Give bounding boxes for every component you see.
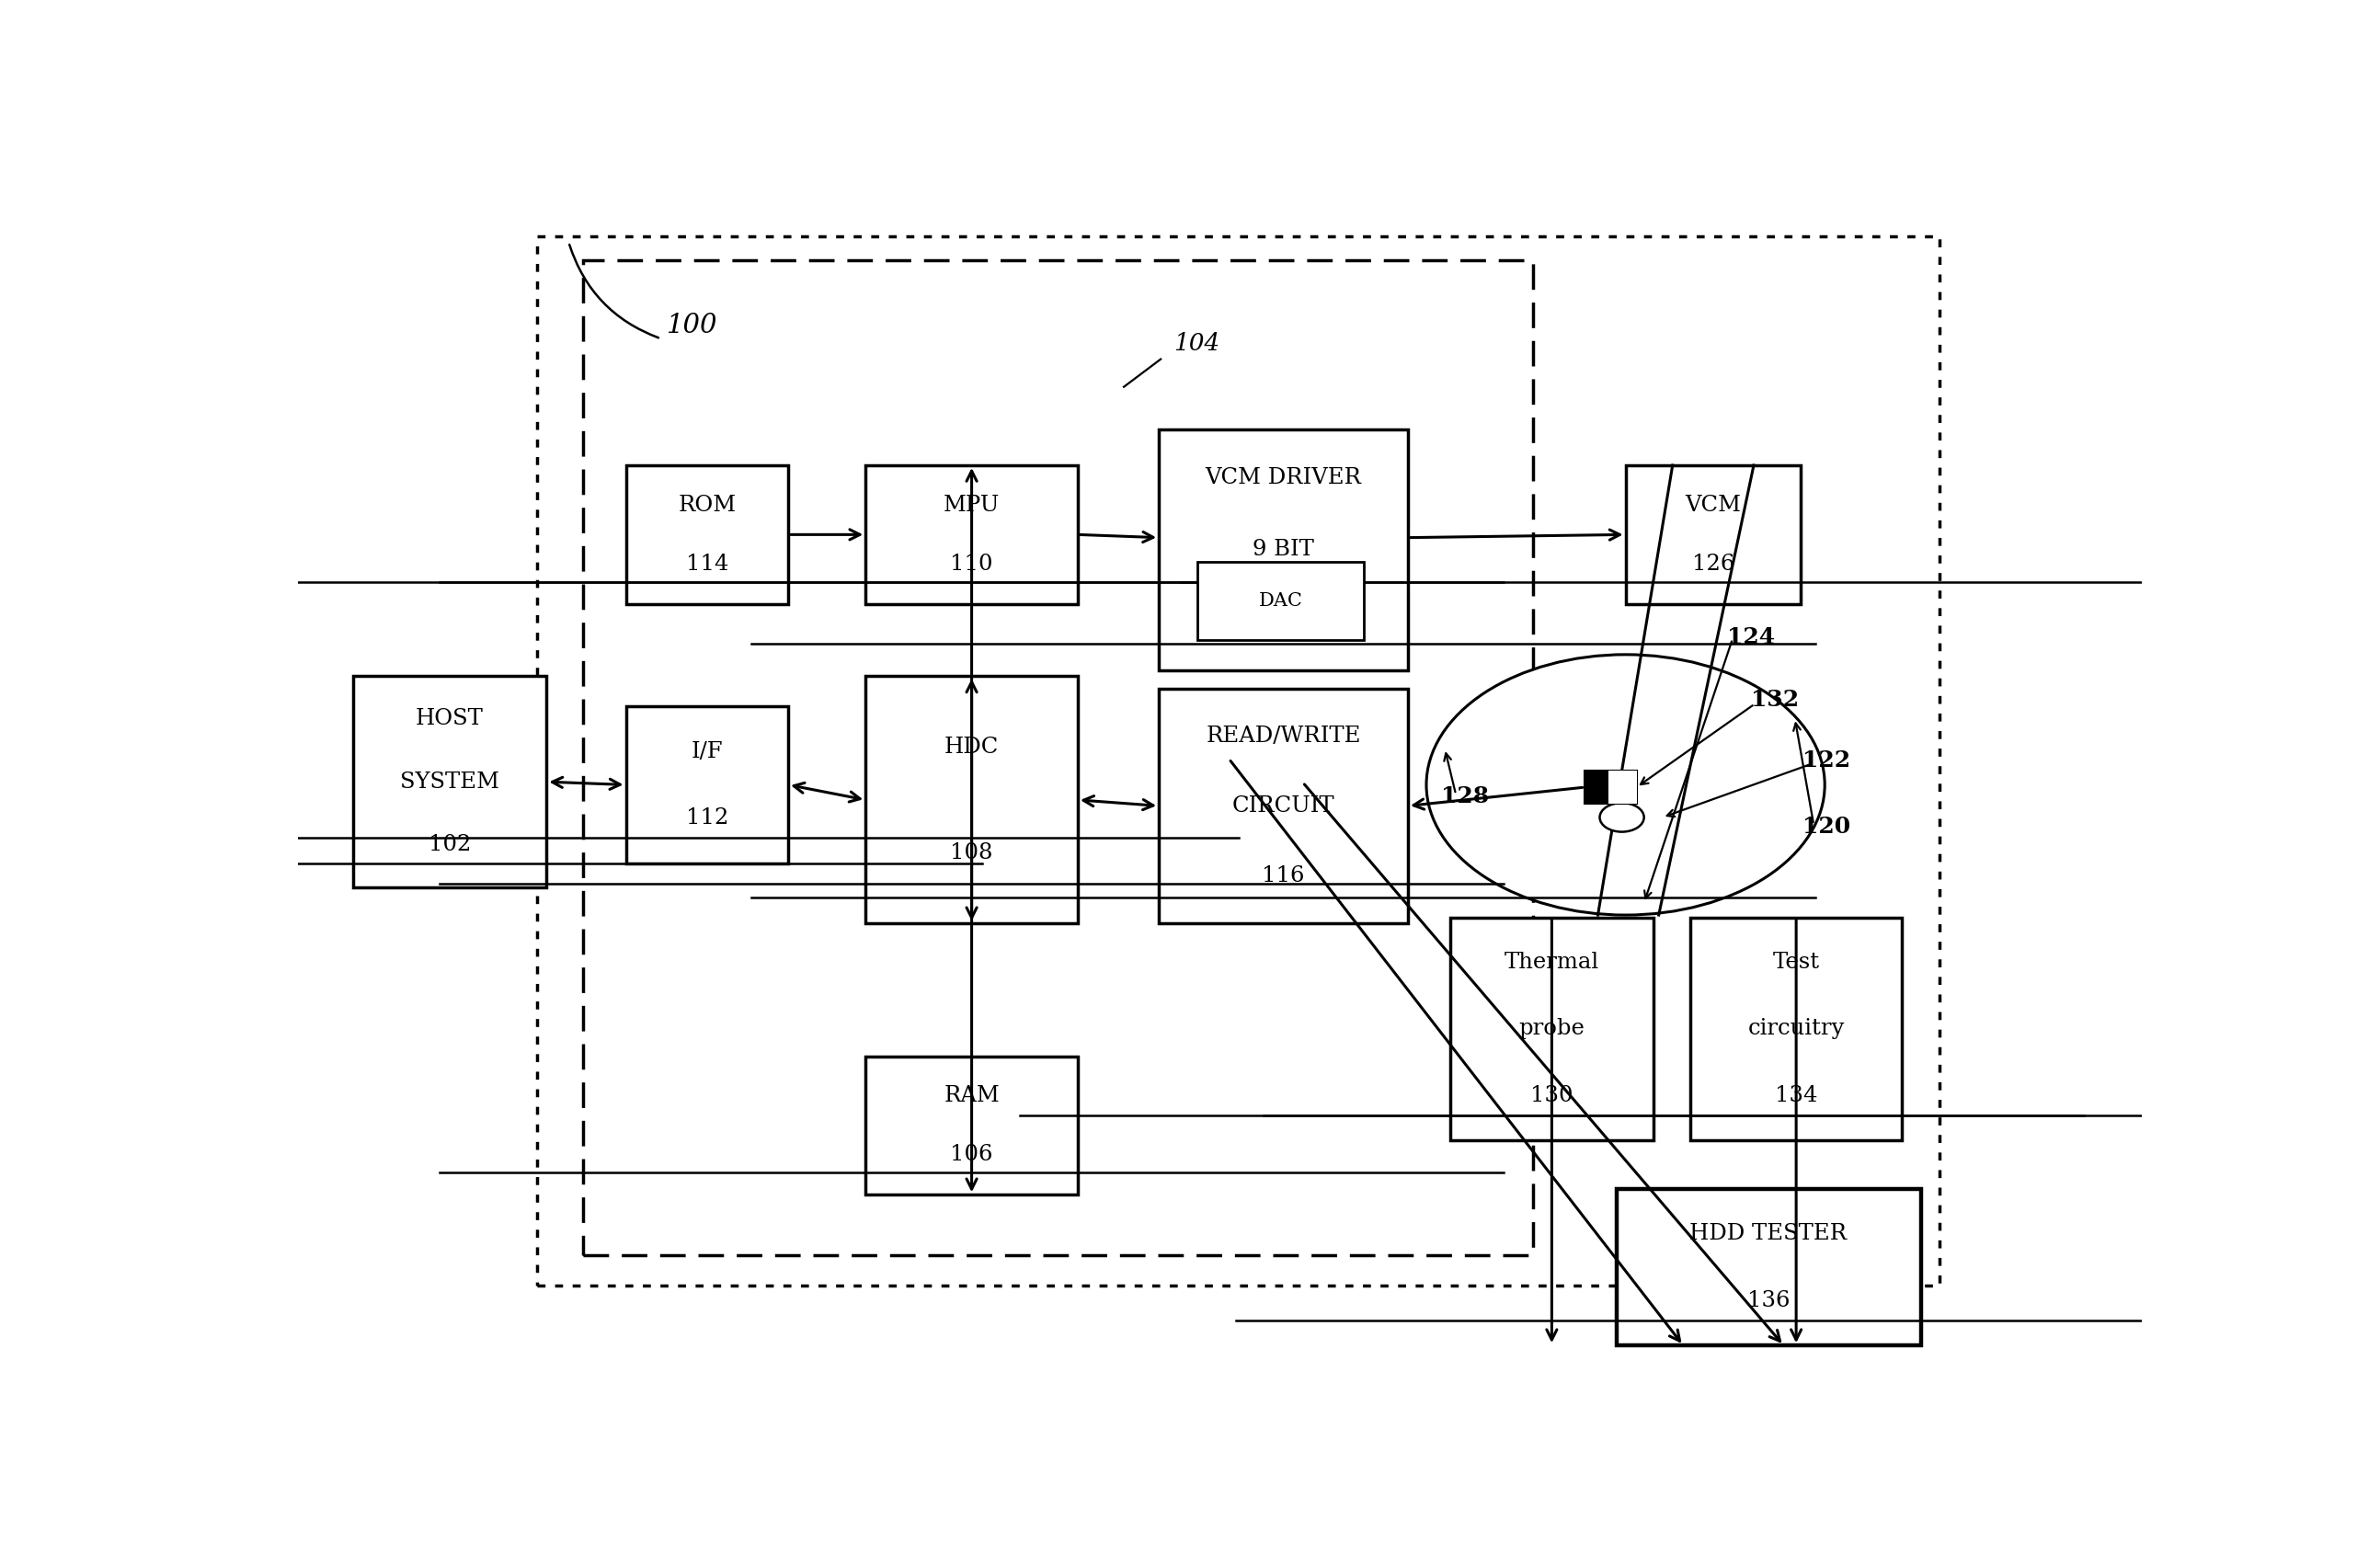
- Text: 104: 104: [1173, 332, 1221, 355]
- Circle shape: [1426, 655, 1825, 915]
- Bar: [626, 465, 788, 604]
- Text: 120: 120: [1802, 816, 1852, 838]
- Bar: [866, 1055, 1078, 1195]
- Text: 130: 130: [1530, 1085, 1573, 1106]
- Text: 126: 126: [1692, 553, 1735, 575]
- Text: DAC: DAC: [1259, 592, 1302, 609]
- Text: 102: 102: [428, 835, 471, 855]
- Bar: [1616, 1189, 1921, 1345]
- Bar: [1609, 770, 1637, 803]
- FancyArrowPatch shape: [569, 244, 659, 338]
- Text: HOST: HOST: [416, 708, 483, 730]
- Bar: [583, 260, 1533, 1254]
- Text: 124: 124: [1728, 626, 1775, 648]
- Text: 100: 100: [666, 312, 716, 338]
- Text: 134: 134: [1775, 1085, 1818, 1106]
- Text: CIRCUIT: CIRCUIT: [1233, 796, 1335, 816]
- Bar: [1585, 770, 1637, 803]
- Bar: [1690, 918, 1902, 1140]
- Bar: [1626, 465, 1802, 604]
- Circle shape: [1599, 803, 1645, 832]
- Bar: [866, 677, 1078, 924]
- Text: 108: 108: [950, 843, 992, 863]
- Text: RAM: RAM: [945, 1085, 1000, 1107]
- Bar: [626, 706, 788, 863]
- Text: 128: 128: [1442, 786, 1490, 808]
- Text: SYSTEM: SYSTEM: [400, 770, 500, 792]
- Text: VCM: VCM: [1685, 495, 1742, 515]
- Text: ROM: ROM: [678, 495, 735, 515]
- Text: 114: 114: [685, 553, 728, 575]
- Text: 136: 136: [1747, 1290, 1790, 1311]
- Bar: [1449, 918, 1654, 1140]
- Text: READ/WRITE: READ/WRITE: [1207, 725, 1361, 747]
- Bar: [1159, 689, 1409, 924]
- Text: probe: probe: [1518, 1018, 1585, 1040]
- Bar: [538, 236, 1940, 1286]
- Bar: [866, 465, 1078, 604]
- Text: MPU: MPU: [942, 495, 1000, 515]
- Text: 118: 118: [1261, 611, 1304, 633]
- Bar: [352, 677, 547, 888]
- Bar: [1159, 429, 1409, 670]
- Text: I/F: I/F: [690, 741, 724, 763]
- Text: 116: 116: [1261, 866, 1304, 886]
- Text: Thermal: Thermal: [1504, 952, 1599, 972]
- Bar: [1197, 562, 1364, 640]
- Text: VCM DRIVER: VCM DRIVER: [1204, 467, 1361, 489]
- Text: 110: 110: [950, 553, 992, 575]
- Text: 106: 106: [950, 1145, 992, 1165]
- Text: 122: 122: [1802, 749, 1852, 772]
- Text: 112: 112: [685, 808, 728, 828]
- Text: HDC: HDC: [945, 736, 1000, 758]
- Text: 132: 132: [1752, 689, 1799, 711]
- Text: circuitry: circuitry: [1747, 1018, 1845, 1040]
- Text: 9 BIT: 9 BIT: [1252, 539, 1314, 561]
- Text: Test: Test: [1773, 952, 1821, 972]
- Text: HDD TESTER: HDD TESTER: [1690, 1223, 1847, 1245]
